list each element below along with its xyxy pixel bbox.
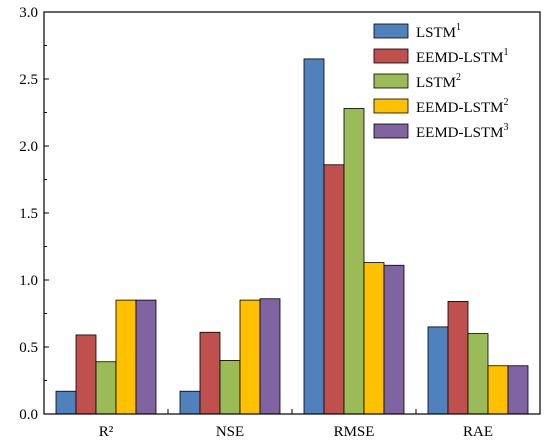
legend-swatch-1 [373, 23, 409, 39]
legend-label-3: LSTM2 [416, 72, 461, 91]
x-tick-label: RMSE [334, 424, 375, 440]
x-tick-label: RAE [463, 424, 493, 440]
bar-5-4 [507, 365, 529, 415]
bar-5-1 [135, 299, 157, 415]
x-axis: R² NSE RMSE RAE [99, 409, 493, 440]
y-tick-label: 1.0 [19, 273, 38, 289]
bar-4-2 [239, 299, 261, 415]
y-tick-label: 3.0 [19, 5, 38, 21]
legend-swatch-2 [373, 48, 409, 64]
bars-group [55, 58, 529, 415]
legend-label-1: LSTM1 [416, 22, 461, 41]
legend: LSTM1 EEMD-LSTM1 LSTM2 EEMD-LSTM2 EEMD-LSTM3 [373, 22, 509, 141]
bar-3-4 [467, 333, 489, 415]
bar-4-1 [115, 299, 137, 415]
bar-5-3 [383, 264, 405, 415]
bar-3-1 [95, 361, 117, 415]
legend-swatch-3 [373, 73, 409, 89]
legend-label-5: EEMD-LSTM3 [416, 122, 509, 141]
bar-2-3 [323, 164, 345, 415]
bar-1-2 [179, 390, 201, 415]
legend-swatch-5 [373, 123, 409, 139]
bar-4-3 [363, 262, 385, 415]
bar-1-4 [427, 326, 449, 415]
bar-3-2 [219, 359, 241, 415]
bar-1-1 [55, 390, 77, 415]
bar-1-3 [303, 58, 325, 415]
bar-2-2 [199, 331, 221, 415]
y-tick-label: 2.0 [19, 139, 38, 155]
y-axis: 0.0 0.5 1.0 1.5 2.0 2.5 3.0 [19, 5, 49, 423]
x-tick-label: NSE [216, 424, 244, 440]
y-tick-label: 0.5 [19, 340, 38, 356]
legend-swatch-4 [373, 98, 409, 114]
x-tick-label: R² [99, 424, 114, 440]
legend-label-4: EEMD-LSTM2 [416, 97, 509, 116]
bar-2-1 [75, 334, 97, 415]
bar-3-3 [343, 108, 365, 415]
bar-2-4 [447, 301, 469, 415]
legend-label-2: EEMD-LSTM1 [416, 47, 509, 66]
y-tick-label: 2.5 [19, 72, 38, 88]
y-tick-label: 0.0 [19, 407, 38, 423]
bar-5-2 [259, 298, 281, 415]
bar-4-4 [487, 365, 509, 415]
y-tick-label: 1.5 [19, 206, 38, 222]
